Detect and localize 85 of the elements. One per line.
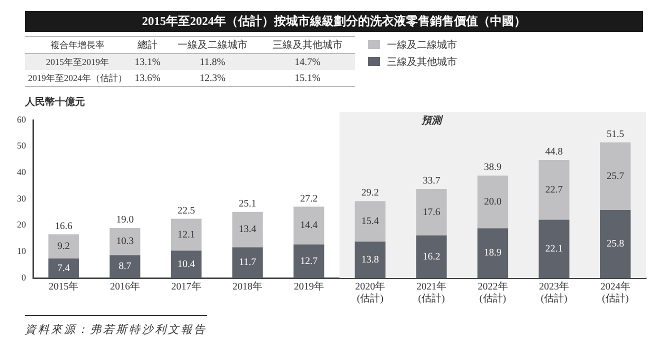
- text: 14.7%: [260, 54, 355, 70]
- y-tick-label: 0: [22, 272, 26, 282]
- x-tick-label: 2019年: [294, 280, 324, 293]
- bar: [232, 212, 263, 248]
- chart-title: 2015年至2024年（估計）按城市線級劃分的洗衣液零售銷售價值（中國）: [25, 11, 643, 32]
- y-tick-label: 20: [17, 220, 26, 230]
- data-label: 8.7: [118, 261, 132, 272]
- data-label: 10.4: [178, 258, 195, 270]
- x-tick-label: 2016年: [110, 280, 140, 293]
- x-tick-label: 2021年 (估計): [416, 280, 446, 305]
- text: 2019年至2024年（估計）: [25, 70, 130, 86]
- x-tick-label: 2023年 (估計): [539, 280, 570, 305]
- y-tick-label: 60: [17, 114, 26, 124]
- bar: [170, 218, 202, 251]
- bar: [600, 142, 631, 210]
- data-label: 15.4: [361, 216, 379, 228]
- x-tick-label: 2020年 (估計): [355, 280, 386, 305]
- total-label: 25.1: [238, 198, 256, 210]
- text: 12.3%: [165, 70, 260, 86]
- legend-label: 三線及其他城市: [387, 56, 457, 68]
- bar: [294, 244, 324, 278]
- text: 總計: [130, 36, 166, 54]
- band-label: 預測: [421, 114, 444, 127]
- text: 11.8%: [165, 54, 260, 70]
- text: 2015年至2019年: [25, 54, 130, 70]
- bar: [600, 210, 631, 278]
- total-label: 38.9: [484, 162, 502, 174]
- x-tick-label: 2015年: [48, 280, 79, 293]
- data-label: 12.1: [178, 229, 195, 240]
- total-label: 44.8: [545, 146, 563, 158]
- data-label: 18.9: [484, 248, 502, 259]
- bar: [232, 247, 263, 278]
- bar: [48, 234, 79, 259]
- data-label: 7.4: [57, 262, 70, 274]
- total-label: 33.7: [422, 176, 440, 187]
- text: 13.6%: [130, 70, 166, 86]
- data-label: 12.7: [300, 256, 318, 267]
- bar: [110, 255, 140, 278]
- data-label: 10.3: [116, 236, 134, 248]
- text: 15.1%: [260, 70, 355, 86]
- y-axis-title: 人民幣十億元: [25, 96, 85, 109]
- total-label: 51.5: [606, 129, 624, 140]
- bar: [416, 235, 447, 278]
- bar: [294, 206, 324, 245]
- bar: [170, 250, 202, 278]
- bar: [110, 228, 140, 256]
- text: 一線及二線城市: [165, 36, 260, 54]
- total-label: 27.2: [300, 193, 318, 204]
- data-label: 22.1: [545, 244, 563, 255]
- text: 13.1%: [130, 54, 166, 70]
- data-label: 20.0: [484, 196, 502, 208]
- text: 複合年增長率: [25, 36, 130, 54]
- data-label: 25.7: [606, 170, 624, 182]
- bar: [538, 160, 570, 220]
- x-tick-label: 2017年: [171, 280, 202, 293]
- data-label: 25.8: [606, 238, 624, 250]
- data-label: 13.4: [238, 224, 256, 236]
- bar: [354, 201, 386, 242]
- y-tick-label: 40: [17, 167, 26, 178]
- data-label: 17.6: [422, 206, 440, 218]
- data-label: 16.2: [422, 251, 440, 262]
- x-tick-label: 2022年 (估計): [478, 280, 508, 305]
- x-tick-label: 2018年: [232, 280, 263, 293]
- data-label: 14.4: [300, 220, 318, 232]
- data-label: 9.2: [57, 241, 70, 252]
- bar: [354, 242, 386, 278]
- source-note: 資料來源：弗若斯特沙利文報告: [25, 315, 207, 337]
- bar: [477, 228, 508, 278]
- y-tick-label: 50: [17, 140, 26, 151]
- legend-label: 一線及二線城市: [387, 38, 457, 52]
- bar: [416, 188, 447, 236]
- bar: [48, 258, 79, 278]
- total-label: 29.2: [361, 188, 379, 199]
- data-label: 22.7: [545, 184, 563, 196]
- bar: [538, 220, 570, 278]
- data-label: 13.8: [361, 254, 379, 266]
- total-label: 19.0: [116, 214, 134, 226]
- data-label: 11.7: [238, 257, 256, 268]
- y-tick-label: 30: [17, 193, 26, 204]
- bar: [477, 176, 508, 228]
- y-tick-label: 10: [17, 246, 26, 256]
- total-label: 16.6: [54, 220, 72, 232]
- total-label: 22.5: [178, 205, 195, 216]
- text: 三線及其他城市: [260, 36, 355, 54]
- x-tick-label: 2024年 (估計): [600, 280, 630, 305]
